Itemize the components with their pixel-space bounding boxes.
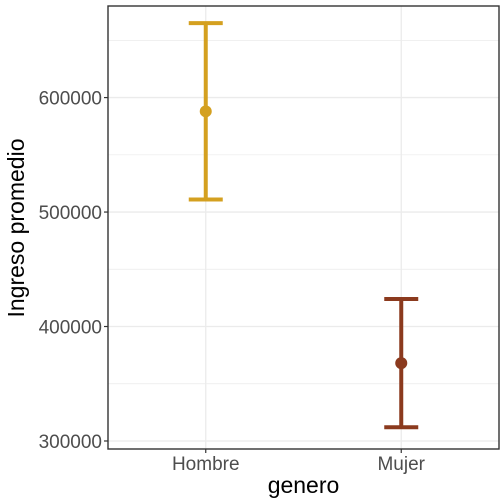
x-axis: Hombre Mujer <box>172 449 426 475</box>
errorbar-hombre <box>188 21 223 202</box>
x-tick-label: Hombre <box>172 454 240 475</box>
y-tick-label: 500000 <box>39 203 102 224</box>
y-tick-label: 400000 <box>39 318 102 339</box>
y-axis-title: Ingreso promedio <box>3 139 29 318</box>
mean-point <box>395 357 408 370</box>
y-tick-label: 300000 <box>39 432 102 453</box>
x-axis-title: genero <box>268 472 340 498</box>
panel-border <box>107 5 500 450</box>
x-tick-label: Mujer <box>377 454 425 475</box>
errorbar-mujer <box>384 297 419 430</box>
panel-background <box>108 6 499 449</box>
mean-point <box>199 105 212 118</box>
y-axis: 300000 400000 500000 600000 <box>39 89 108 453</box>
y-tick-label: 600000 <box>39 89 102 110</box>
marks <box>188 21 419 430</box>
